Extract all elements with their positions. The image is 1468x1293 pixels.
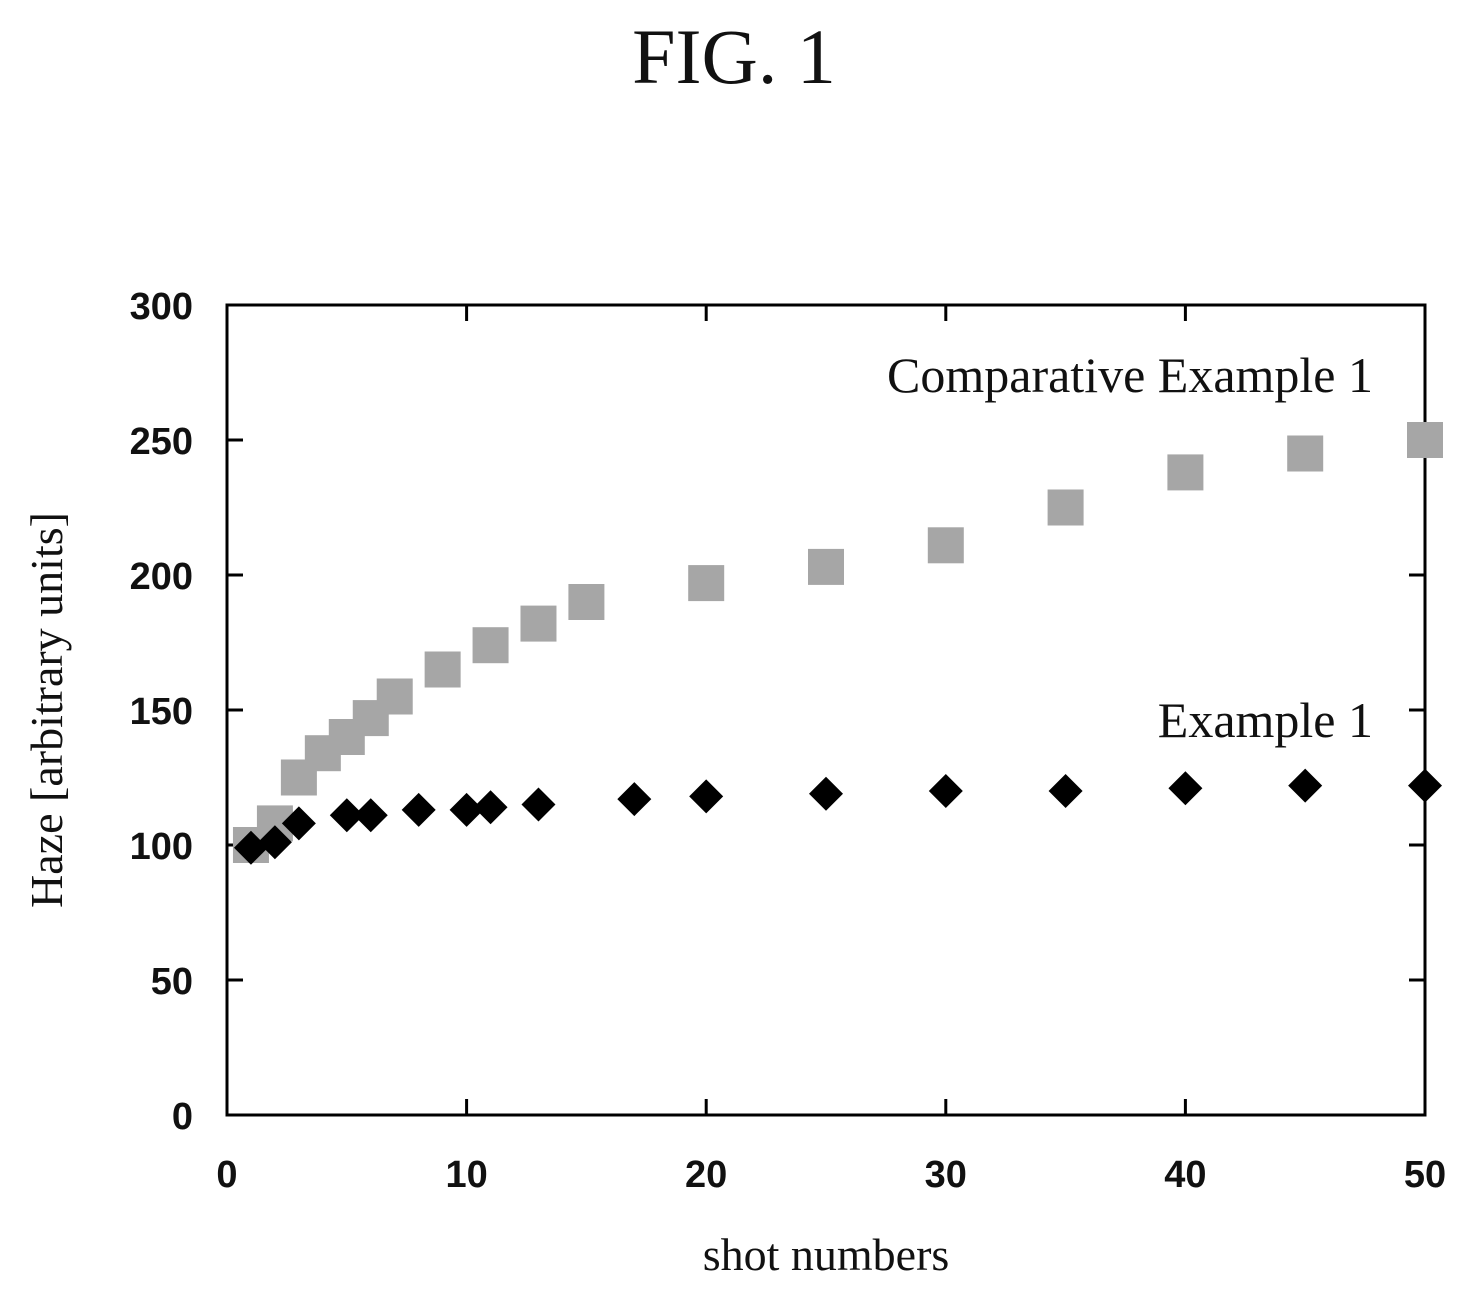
comparative-example-1-marker — [1047, 489, 1084, 526]
example-1-marker — [521, 787, 556, 822]
example-1-marker — [329, 798, 364, 833]
example-1-marker — [281, 806, 316, 841]
example-1-marker — [257, 825, 292, 860]
x-tick-label: 0 — [216, 1154, 237, 1196]
example-1-marker — [353, 798, 388, 833]
comparative-example-1-marker — [1167, 454, 1204, 491]
x-axis: 0 10 20 30 40 50 — [216, 305, 1446, 1196]
y-tick-label: 200 — [130, 556, 193, 598]
comparative-example-1-marker — [568, 584, 605, 620]
comparative-example-1-marker — [424, 651, 461, 688]
example-1-marker — [233, 830, 268, 865]
y-tick-label: 300 — [130, 286, 193, 328]
example-1-marker — [928, 774, 963, 808]
example-1-marker — [617, 782, 652, 817]
comparative-example-1-marker — [927, 527, 964, 564]
example-1-marker — [809, 776, 843, 811]
comparative-example-1-marker — [376, 678, 413, 715]
example-1-marker — [1048, 774, 1083, 808]
comparative-example-1-marker — [1287, 435, 1324, 472]
y-tick-label: 0 — [172, 1096, 193, 1138]
x-axis-label: shot numbers — [703, 1229, 950, 1280]
y-tick-label: 250 — [130, 421, 193, 463]
example-1-marker — [1168, 771, 1203, 806]
figure-title: FIG. 1 — [632, 13, 836, 100]
y-axis: 0 50 100 150 200 250 300 — [130, 286, 1425, 1138]
example-1-marker — [449, 792, 484, 827]
y-tick-label: 100 — [130, 826, 193, 868]
comparative-example-1-marker — [520, 605, 557, 642]
example-1-marker — [689, 779, 724, 814]
comparative-example-1-marker — [688, 565, 725, 602]
example-1-marker — [1288, 768, 1323, 803]
example-1-marker — [1408, 768, 1442, 803]
x-tick-label: 10 — [445, 1154, 487, 1196]
y-axis-label: Haze [arbitrary units] — [21, 512, 72, 908]
data-markers — [232, 422, 1443, 865]
comparative-example-1-marker — [1407, 422, 1443, 458]
example-1-marker — [401, 792, 436, 827]
x-tick-label: 40 — [1164, 1154, 1206, 1196]
x-tick-label: 30 — [925, 1154, 967, 1196]
x-tick-label: 20 — [685, 1154, 727, 1196]
y-tick-label: 50 — [151, 961, 193, 1003]
example-1-marker — [473, 790, 508, 825]
comparative-example-1-marker — [472, 627, 509, 664]
comparative-example-1-marker — [808, 548, 844, 585]
y-tick-label: 150 — [130, 691, 193, 733]
series-label-example-1: Example 1 — [1158, 692, 1373, 748]
x-tick-label: 50 — [1404, 1154, 1446, 1196]
series-label-comparative-example-1: Comparative Example 1 — [887, 347, 1373, 403]
